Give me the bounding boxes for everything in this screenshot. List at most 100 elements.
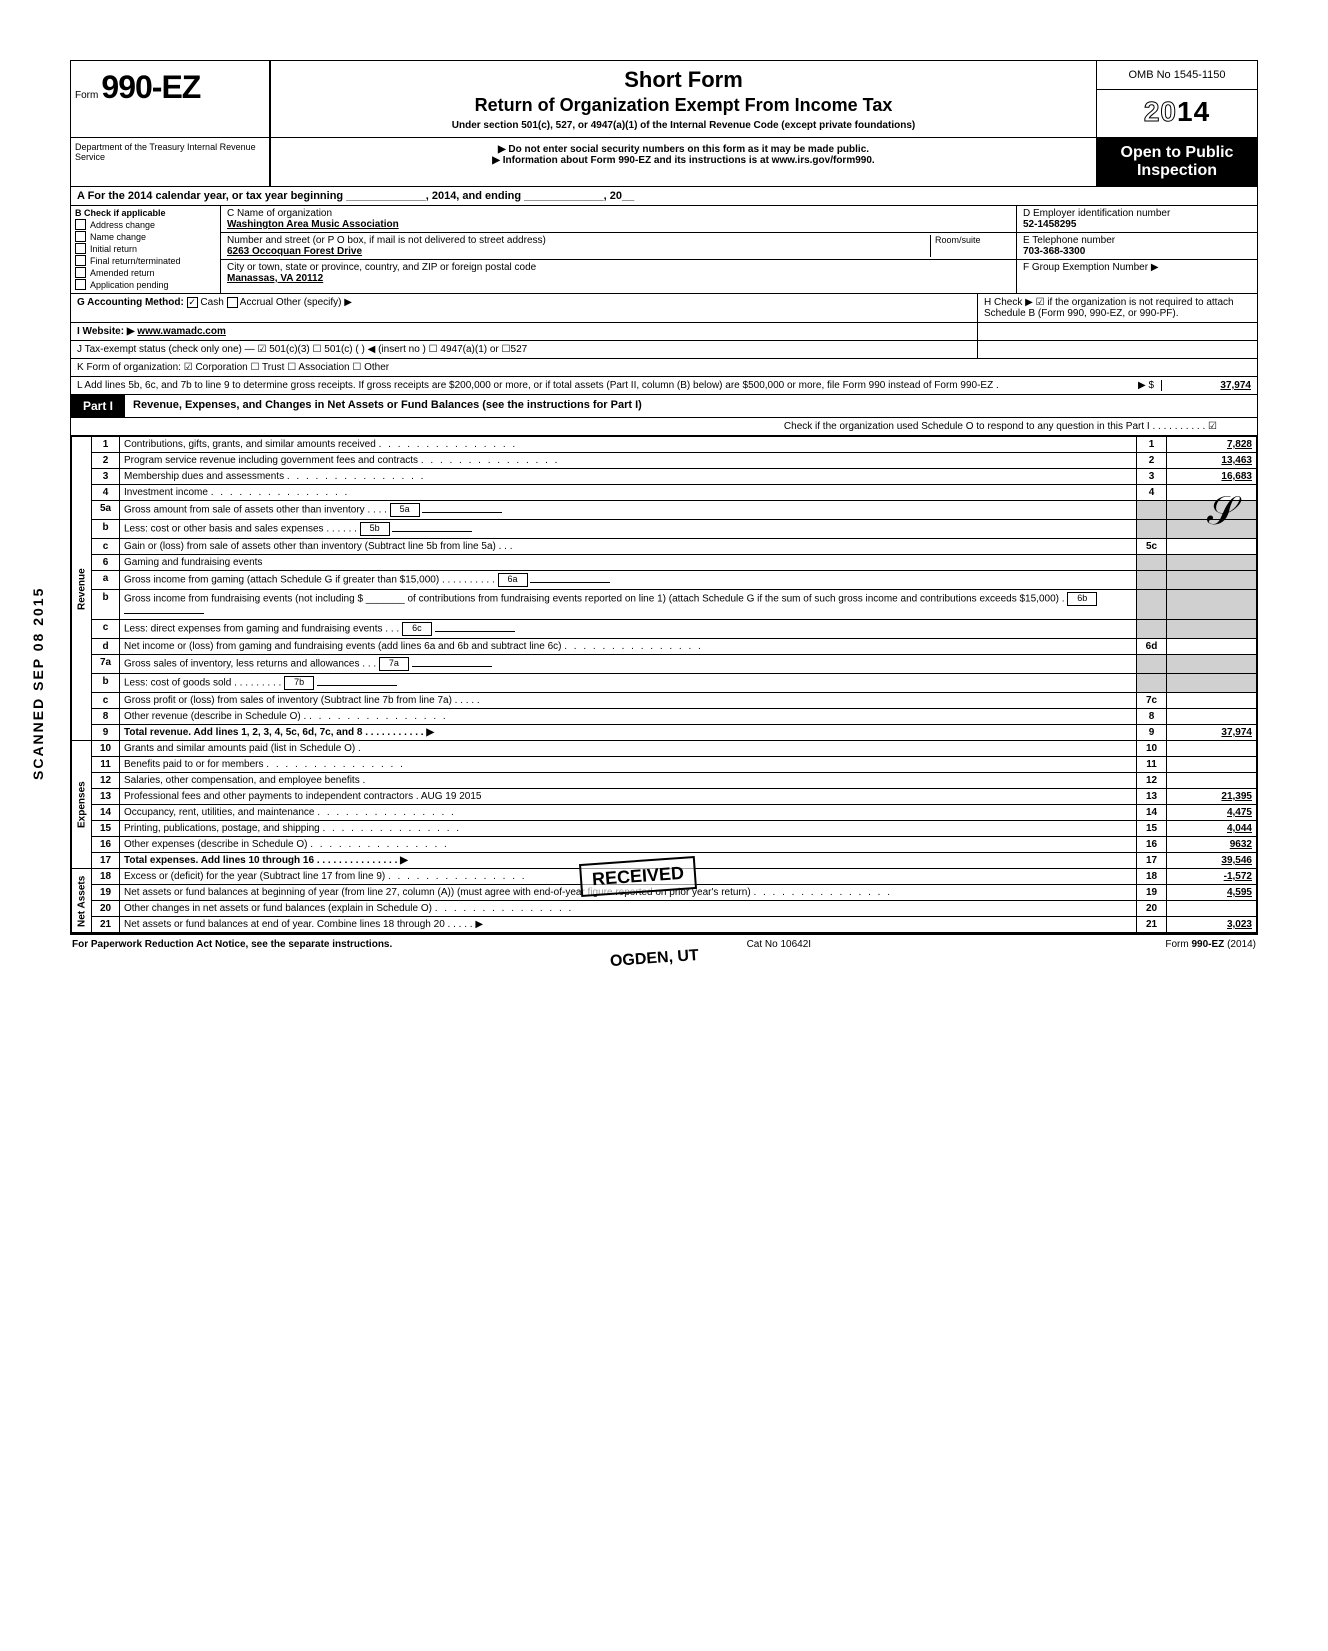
line-desc: Grants and similar amounts paid (list in… xyxy=(124,743,355,754)
lbl-name-change: Name change xyxy=(90,232,146,242)
form-prefix: Form xyxy=(75,90,98,101)
net-assets-label: Net Assets xyxy=(72,869,92,933)
line-desc: Total revenue. Add lines 1, 2, 3, 4, 5c,… xyxy=(124,727,434,738)
line-desc: Membership dues and assessments xyxy=(124,471,284,482)
omb-year-box: OMB No 1545-1150 2014 xyxy=(1097,61,1257,137)
addr-label: Number and street (or P O box, if mail i… xyxy=(227,235,546,246)
part-1-label: Part I xyxy=(71,395,125,417)
line-val xyxy=(1167,693,1257,709)
line-val: 13,463 xyxy=(1167,453,1257,469)
line-num: 15 xyxy=(92,821,120,837)
j-tax-exempt: J Tax-exempt status (check only one) — ☑… xyxy=(71,341,977,358)
line-val-grey xyxy=(1167,655,1257,674)
lbl-final-return: Final return/terminated xyxy=(90,256,181,266)
room-suite-label: Room/suite xyxy=(930,235,1010,257)
line-box: 5c xyxy=(1137,539,1167,555)
line-desc: Contributions, gifts, grants, and simila… xyxy=(120,437,1137,453)
line-box: 3 xyxy=(1137,469,1167,485)
header-row-2: Department of the Treasury Internal Reve… xyxy=(71,138,1257,187)
line-box: 13 xyxy=(1137,789,1167,805)
line-num: b xyxy=(92,520,120,539)
line-val-grey xyxy=(1167,590,1257,620)
tax-year: 2014 xyxy=(1097,90,1257,134)
chk-cash[interactable]: ✓ xyxy=(187,297,198,308)
line-box: 6d xyxy=(1137,639,1167,655)
line-val: 37,974 xyxy=(1167,725,1257,741)
line-num: 3 xyxy=(92,469,120,485)
line-desc: Printing, publications, postage, and shi… xyxy=(124,823,320,834)
h-check: H Check ▶ ☑ if the organization is not r… xyxy=(977,294,1257,322)
line-desc: Less: direct expenses from gaming and fu… xyxy=(120,620,1137,639)
line-num: 12 xyxy=(92,773,120,789)
org-address: 6263 Occoquan Forest Drive xyxy=(227,246,362,257)
line-box: 11 xyxy=(1137,757,1167,773)
footer-right: Form 990-EZ (2014) xyxy=(1165,939,1256,950)
line-box-grey xyxy=(1137,520,1167,539)
warn-ssn: ▶ Do not enter social security numbers o… xyxy=(498,144,869,155)
website: www.wamadc.com xyxy=(137,326,226,337)
line-num: d xyxy=(92,639,120,655)
line-desc: Less: cost of goods sold . . . . . . . .… xyxy=(120,674,1137,693)
org-city: Manassas, VA 20112 xyxy=(227,273,323,284)
line-val: 39,546 xyxy=(1167,853,1257,869)
line-desc: Gross income from gaming (attach Schedul… xyxy=(120,571,1137,590)
line-val: -1,572 xyxy=(1167,869,1257,885)
line-box-grey xyxy=(1137,571,1167,590)
org-info-section: B Check if applicable Address change Nam… xyxy=(71,206,1257,294)
line-num: b xyxy=(92,674,120,693)
line-desc: Net assets or fund balances at end of ye… xyxy=(124,919,483,930)
chk-accrual[interactable] xyxy=(227,297,238,308)
line-val: 7,828 xyxy=(1167,437,1257,453)
lbl-amended: Amended return xyxy=(90,268,155,278)
line-val-grey xyxy=(1167,674,1257,693)
chk-initial-return[interactable]: Initial return xyxy=(75,243,216,254)
line-box: 4 xyxy=(1137,485,1167,501)
line-num: 4 xyxy=(92,485,120,501)
form-id-box: Form 990-EZ xyxy=(71,61,271,137)
name-label: C Name of organization xyxy=(227,208,332,219)
line-val-grey xyxy=(1167,555,1257,571)
footer-center: Cat No 10642I xyxy=(747,939,812,950)
line-desc: Investment income xyxy=(124,487,208,498)
title-return: Return of Organization Exempt From Incom… xyxy=(281,95,1086,116)
chk-address-change[interactable]: Address change xyxy=(75,219,216,230)
line-num: 20 xyxy=(92,901,120,917)
chk-name-change[interactable]: Name change xyxy=(75,231,216,242)
line-num: 18 xyxy=(92,869,120,885)
header-row: Form 990-EZ Short Form Return of Organiz… xyxy=(71,61,1257,138)
line-box: 8 xyxy=(1137,709,1167,725)
g-label: G Accounting Method: xyxy=(77,297,184,308)
line-desc: Gross sales of inventory, less returns a… xyxy=(120,655,1137,674)
line-box-grey xyxy=(1137,655,1167,674)
col-c-org-name: C Name of organization Washington Area M… xyxy=(221,206,1017,293)
line-val: 4,595 xyxy=(1167,885,1257,901)
chk-final-return[interactable]: Final return/terminated xyxy=(75,255,216,266)
line-box: 9 xyxy=(1137,725,1167,741)
line-val: 9632 xyxy=(1167,837,1257,853)
line-num: 16 xyxy=(92,837,120,853)
line-val xyxy=(1167,757,1257,773)
line-desc: Net income or (loss) from gaming and fun… xyxy=(124,641,561,652)
line-num: 2 xyxy=(92,453,120,469)
line-num: 1 xyxy=(92,437,120,453)
line-num: 8 xyxy=(92,709,120,725)
chk-amended[interactable]: Amended return xyxy=(75,267,216,278)
line-val: 4,044 xyxy=(1167,821,1257,837)
chk-pending[interactable]: Application pending xyxy=(75,279,216,290)
line-num: a xyxy=(92,571,120,590)
line-box: 1 xyxy=(1137,437,1167,453)
line-desc: Gross income from fundraising events (no… xyxy=(120,590,1137,620)
line-desc: Program service revenue including govern… xyxy=(124,455,418,466)
lbl-other-method: Other (specify) ▶ xyxy=(276,297,352,308)
line-box: 10 xyxy=(1137,741,1167,757)
city-label: City or town, state or province, country… xyxy=(227,262,536,273)
form-number: 990-EZ xyxy=(101,69,200,105)
line-desc: Less: cost or other basis and sales expe… xyxy=(120,520,1137,539)
line-val: 16,683 xyxy=(1167,469,1257,485)
check-schedule-o: Check if the organization used Schedule … xyxy=(71,418,1257,436)
footer: For Paperwork Reduction Act Notice, see … xyxy=(70,934,1258,954)
line-desc: Gaming and fundraising events xyxy=(120,555,1137,571)
title-short-form: Short Form xyxy=(281,67,1086,93)
dept-treasury: Department of the Treasury Internal Reve… xyxy=(71,138,271,186)
line-desc: Occupancy, rent, utilities, and maintena… xyxy=(124,807,314,818)
